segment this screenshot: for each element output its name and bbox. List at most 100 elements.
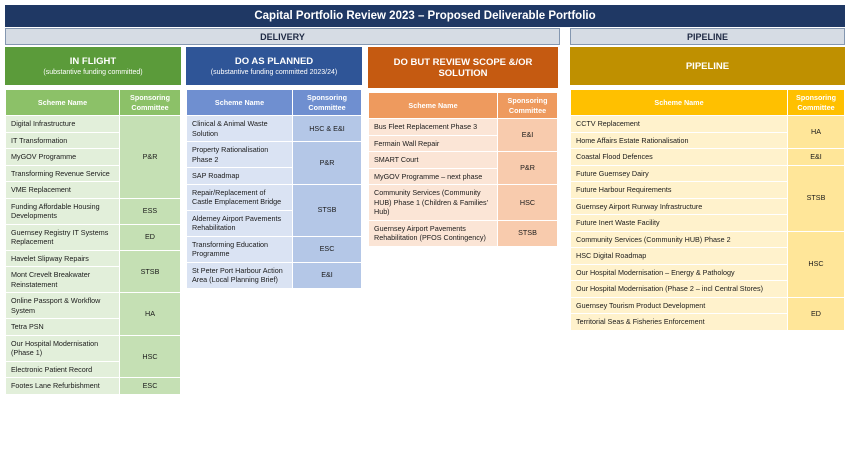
scheme-name: Future Guernsey Dairy bbox=[570, 164, 788, 182]
scheme-row: Future Inert Waste Facility bbox=[570, 214, 845, 232]
committee: P&R bbox=[119, 115, 181, 199]
scheme-row: Fermain Wall Repair bbox=[368, 134, 558, 152]
scheme-row: Future Harbour Requirements bbox=[570, 181, 845, 199]
column-subtitle: (substantive funding committed 2023/24) bbox=[210, 69, 338, 76]
scheme-name: Online Passport & Workflow System bbox=[5, 292, 120, 319]
scheme-row: Community Services (Community HUB) Phase… bbox=[570, 230, 845, 298]
header-row: Scheme Name Sponsoring Committee bbox=[368, 92, 558, 119]
scheme-row: Home Affairs Estate Rationalisation bbox=[570, 131, 845, 149]
scheme-name: Digital Infrastructure bbox=[5, 115, 120, 133]
committee: E&I bbox=[787, 148, 845, 166]
scheme-table: Scheme Name Sponsoring Committee Bus Fleet… bbox=[368, 92, 558, 247]
column-title: IN FLIGHT bbox=[69, 56, 117, 67]
committee: ED bbox=[119, 223, 181, 251]
committee: HSC bbox=[497, 184, 558, 221]
scheme-row: HSC Digital Roadmap bbox=[570, 247, 845, 265]
scheme-name: Funding Affordable Housing Developments bbox=[5, 197, 120, 225]
committee: ESS bbox=[119, 197, 181, 225]
scheme-name: Footes Lane Refurbishment bbox=[5, 377, 120, 395]
scheme-row: SMART Court P&R bbox=[368, 151, 558, 185]
scheme-name: Guernsey Airport Runway Infrastructure bbox=[570, 197, 788, 215]
committee: HA bbox=[119, 292, 181, 336]
scheme-table: Scheme Name Sponsoring Committee Clinical … bbox=[186, 89, 362, 289]
scheme-row: Our Hospital Modernisation (Phase 1) HSC bbox=[5, 334, 181, 378]
header-row: Scheme Name Sponsoring Committee bbox=[570, 89, 845, 116]
committee: ESC bbox=[292, 235, 362, 263]
section-header: PIPELINE bbox=[570, 28, 845, 45]
scheme-name: VME Replacement bbox=[5, 181, 120, 199]
scheme-row: Guernsey Registry IT Systems Replacement… bbox=[5, 223, 181, 251]
scheme-row: Transforming Revenue Service bbox=[5, 164, 181, 182]
column-heading: Sponsoring Committee bbox=[787, 89, 845, 116]
scheme-row: Property Rationalisation Phase 2 P&R bbox=[186, 141, 362, 185]
committee: E&I bbox=[292, 261, 362, 289]
scheme-name: Our Hospital Modernisation – Energy & Pa… bbox=[570, 263, 788, 281]
scheme-name: Bus Fleet Replacement Phase 3 bbox=[368, 118, 498, 136]
scheme-name: HSC Digital Roadmap bbox=[570, 247, 788, 265]
scheme-row: Coastal Flood Defences E&I bbox=[570, 148, 845, 166]
column: DO BUT REVIEW SCOPE &/OR SOLUTION Scheme … bbox=[368, 47, 558, 247]
scheme-row: Digital Infrastructure P&R bbox=[5, 115, 181, 199]
scheme-row: SAP Roadmap bbox=[186, 167, 362, 185]
column-title: DO BUT REVIEW SCOPE &/OR SOLUTION bbox=[393, 56, 533, 79]
scheme-row: CCTV Replacement HA bbox=[570, 115, 845, 149]
scheme-name: Fermain Wall Repair bbox=[368, 134, 498, 152]
scheme-name: Mont Crevelt Breakwater Reinstatement bbox=[5, 266, 120, 293]
column-heading: Scheme Name bbox=[570, 89, 788, 116]
column-subtitle: (substantive funding committed) bbox=[43, 69, 143, 76]
scheme-table: Scheme Name Sponsoring Committee Digital I… bbox=[5, 89, 181, 395]
scheme-name: Alderney Airport Pavements Rehabilitatio… bbox=[186, 209, 293, 237]
scheme-name: Coastal Flood Defences bbox=[570, 148, 788, 166]
column-header: PIPELINE bbox=[570, 47, 845, 85]
column-heading: Scheme Name bbox=[5, 89, 120, 116]
scheme-row: St Peter Port Harbour Action Area (Local… bbox=[186, 261, 362, 289]
column: PIPELINE Scheme Name Sponsoring Committee C… bbox=[570, 47, 845, 331]
scheme-name: Territorial Seas & Fisheries Enforcement bbox=[570, 313, 788, 331]
committee: P&R bbox=[497, 151, 558, 185]
scheme-name: Clinical & Animal Waste Solution bbox=[186, 115, 293, 142]
page-title: Capital Portfolio Review 2023 – Proposed… bbox=[5, 5, 845, 27]
column-heading: Sponsoring Committee bbox=[119, 89, 181, 116]
committee: STSB bbox=[787, 164, 845, 232]
scheme-name: SMART Court bbox=[368, 151, 498, 169]
scheme-name: Community Services (Community HUB) Phase… bbox=[368, 184, 498, 221]
scheme-name: Our Hospital Modernisation (Phase 1) bbox=[5, 334, 120, 362]
scheme-name: Property Rationalisation Phase 2 bbox=[186, 141, 293, 168]
scheme-name: Transforming Education Programme bbox=[186, 235, 293, 263]
header-row: Scheme Name Sponsoring Committee bbox=[5, 89, 181, 116]
committee: P&R bbox=[292, 141, 362, 185]
scheme-row: Guernsey Airport Pavements Rehabilitatio… bbox=[368, 219, 558, 247]
scheme-row: Havelet Slipway Repairs STSB bbox=[5, 249, 181, 293]
scheme-name: St Peter Port Harbour Action Area (Local… bbox=[186, 261, 293, 289]
scheme-row: Transforming Education Programme ESC bbox=[186, 235, 362, 263]
scheme-name: Electronic Patient Record bbox=[5, 360, 120, 378]
column: IN FLIGHT (substantive funding committed)… bbox=[5, 47, 181, 395]
scheme-name: SAP Roadmap bbox=[186, 167, 293, 185]
column-header: DO AS PLANNED (substantive funding commit… bbox=[186, 47, 362, 85]
column-heading: Scheme Name bbox=[368, 92, 498, 119]
scheme-name: IT Transformation bbox=[5, 131, 120, 149]
column-header: IN FLIGHT (substantive funding committed) bbox=[5, 47, 181, 85]
header-row: Scheme Name Sponsoring Committee bbox=[186, 89, 362, 116]
scheme-name: Guernsey Airport Pavements Rehabilitatio… bbox=[368, 219, 498, 247]
column-title: PIPELINE bbox=[685, 60, 730, 72]
scheme-name: MyGOV Programme bbox=[5, 148, 120, 166]
column-title: DO AS PLANNED bbox=[234, 56, 314, 67]
scheme-name: MyGOV Programme – next phase bbox=[368, 167, 498, 185]
scheme-row: Guernsey Tourism Product Development ED bbox=[570, 296, 845, 331]
scheme-row: Mont Crevelt Breakwater Reinstatement bbox=[5, 266, 181, 293]
committee: HSC bbox=[119, 334, 181, 378]
scheme-row: Footes Lane Refurbishment ESC bbox=[5, 377, 181, 395]
scheme-name: Havelet Slipway Repairs bbox=[5, 249, 120, 267]
committee: ED bbox=[787, 296, 845, 331]
scheme-row: Electronic Patient Record bbox=[5, 360, 181, 378]
scheme-row: Funding Affordable Housing Developments E… bbox=[5, 197, 181, 225]
column-heading: Sponsoring Committee bbox=[292, 89, 362, 116]
column-heading: Scheme Name bbox=[186, 89, 293, 116]
scheme-name: Tetra PSN bbox=[5, 318, 120, 336]
column-header: DO BUT REVIEW SCOPE &/OR SOLUTION bbox=[368, 47, 558, 88]
committee: HSC bbox=[787, 230, 845, 298]
scheme-row: Future Guernsey Dairy STSB bbox=[570, 164, 845, 232]
scheme-row: IT Transformation bbox=[5, 131, 181, 149]
